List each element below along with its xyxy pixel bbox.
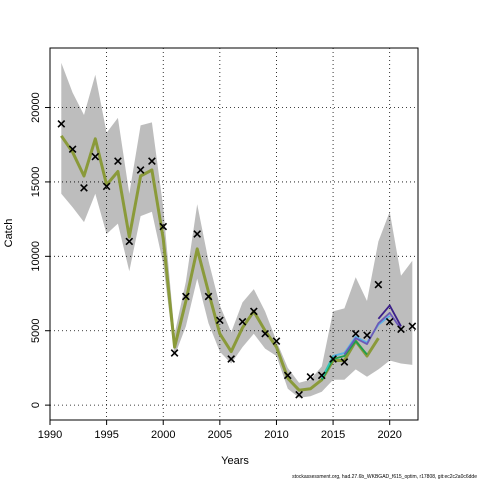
- observation-point-2014: [317, 371, 326, 380]
- series-line-6: [377, 304, 402, 327]
- observation-point-1997: [125, 237, 134, 246]
- observations-layer: [57, 120, 417, 399]
- observation-point-2012: [295, 390, 303, 399]
- observation-point-1998: [136, 166, 145, 174]
- observation-point-2002: [182, 292, 190, 301]
- x-tick-label-1990: 1990: [38, 429, 62, 441]
- y-tick-label-5000: 5000: [30, 318, 42, 342]
- observation-point-2001: [170, 349, 179, 357]
- series-line-2: [321, 340, 368, 381]
- observation-point-2004: [204, 292, 213, 301]
- confidence-band-layer: [61, 62, 413, 398]
- x-tick-label-2020: 2020: [377, 429, 401, 441]
- observation-point-1993: [80, 184, 88, 192]
- series-line-4: [332, 315, 391, 357]
- observation-point-2019: [374, 280, 383, 289]
- observation-point-1995: [102, 182, 111, 191]
- observation-point-2008: [249, 307, 258, 316]
- series-line-5: [343, 311, 402, 356]
- observation-point-1999: [148, 157, 156, 165]
- plot-frame: [49, 47, 419, 421]
- observation-point-1991: [57, 120, 66, 128]
- observation-point-2016: [340, 358, 349, 366]
- y-tick-label-0: 0: [30, 402, 42, 408]
- series-layer: [60, 134, 402, 392]
- observation-point-2017: [351, 329, 360, 338]
- y-tick-label-15000: 15000: [30, 167, 42, 198]
- observation-point-2018: [363, 331, 371, 340]
- x-tick-label-2000: 2000: [151, 429, 175, 441]
- x-tick-label-2015: 2015: [321, 429, 345, 441]
- x-axis-title: Years: [221, 455, 249, 467]
- footer-source-text: stockassessment.org, had.27.6b_WKBGAD_f6…: [292, 474, 477, 480]
- observation-point-2021: [397, 325, 405, 334]
- observation-point-2010: [272, 337, 281, 346]
- observation-point-2006: [227, 355, 236, 363]
- observation-point-2013: [306, 372, 315, 381]
- y-axis-title: Catch: [3, 219, 15, 248]
- observation-point-2005: [215, 316, 224, 325]
- observation-point-1994: [91, 152, 100, 161]
- observation-point-2015: [329, 355, 337, 363]
- confidence-band: [61, 62, 413, 398]
- observation-point-2003: [193, 230, 202, 238]
- observation-point-2007: [238, 317, 247, 326]
- observation-point-1992: [68, 145, 77, 154]
- grid-layer: [49, 48, 418, 420]
- x-tick-label-2010: 2010: [264, 429, 288, 441]
- observation-point-2022: [408, 322, 417, 331]
- observation-point-2020: [385, 317, 394, 326]
- axes-layer: 1990 1995 2000 2005 2010 2015 2020 0 5000 10000 15…: [30, 47, 419, 441]
- y-tick-label-20000: 20000: [30, 92, 42, 123]
- observation-point-2011: [283, 371, 292, 380]
- x-tick-label-2005: 2005: [208, 429, 232, 441]
- observation-point-2009: [261, 329, 270, 338]
- x-tick-label-1995: 1995: [94, 429, 118, 441]
- observation-point-2000: [159, 222, 168, 231]
- y-tick-label-10000: 10000: [30, 241, 42, 272]
- observation-point-1996: [114, 157, 122, 165]
